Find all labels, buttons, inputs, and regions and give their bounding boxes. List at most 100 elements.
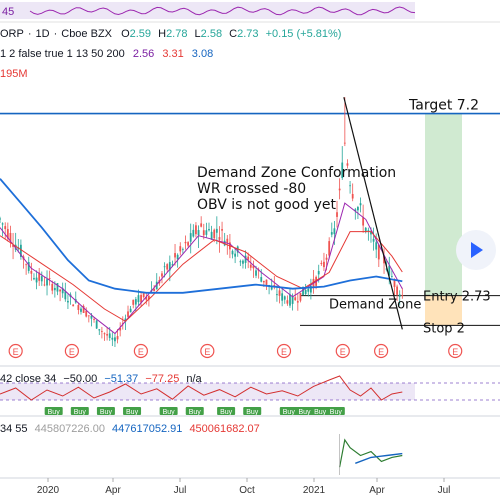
candle-body — [127, 311, 129, 317]
candle-body — [90, 315, 93, 319]
buy-marker-label: Buy — [220, 409, 233, 416]
candle-body — [338, 188, 341, 191]
candle-body — [226, 238, 229, 243]
earnings-marker[interactable]: E — [200, 343, 215, 359]
candle-body — [98, 329, 101, 331]
candle-body — [215, 228, 218, 233]
time-tick-label: Apr — [105, 485, 121, 496]
earnings-marker[interactable]: E — [276, 343, 292, 359]
candle-body — [309, 285, 312, 293]
buy-marker[interactable]: Buy — [295, 407, 314, 416]
candle-body — [116, 336, 119, 340]
candle-body — [205, 230, 208, 235]
buy-marker[interactable]: Buy — [44, 407, 63, 416]
profit-zone — [425, 113, 462, 296]
buy-marker-label: Buy — [314, 409, 327, 416]
candle-body — [317, 270, 320, 275]
buy-marker-label: Buy — [246, 409, 259, 416]
replay-button[interactable] — [456, 230, 496, 270]
candle-body — [100, 330, 103, 332]
buy-marker-label: Buy — [330, 409, 343, 416]
indicator-params: 1 2 false true 1 13 50 200 — [0, 48, 125, 60]
candle-body — [260, 277, 263, 282]
candle-body — [299, 292, 302, 301]
candle-body — [137, 295, 140, 303]
obv-line — [339, 438, 403, 468]
candle-body — [43, 284, 46, 286]
wr-line — [0, 375, 403, 401]
obv-value-1: 445807226.00 — [35, 423, 105, 435]
buy-marker[interactable]: Buy — [279, 407, 298, 416]
candle-body — [247, 256, 250, 260]
svg-text:ORP·1D·Cboe BZX O2.59: ORP · 1D · Cboe BZX O2.59 H2.78 L2.58 C2.73 … — [0, 28, 341, 40]
wr-value-2: −51.37 — [104, 373, 138, 385]
candle-body — [53, 287, 56, 291]
earnings-marker[interactable]: E — [448, 343, 463, 359]
candle-body — [377, 244, 380, 260]
candle-body — [187, 242, 189, 246]
top-strip-line — [29, 6, 416, 16]
buy-marker-label: Buy — [74, 409, 87, 416]
indicator-value-2: 3.31 — [162, 48, 183, 60]
candle-body — [388, 265, 391, 276]
candle-body — [114, 337, 116, 342]
candle-body — [82, 305, 85, 314]
earnings-marker-label: E — [378, 347, 384, 357]
buy-marker[interactable]: Buy — [326, 407, 345, 416]
candle-body — [244, 255, 247, 263]
buy-marker[interactable]: Buy — [70, 407, 89, 416]
earnings-marker[interactable]: E — [335, 343, 350, 359]
buy-marker[interactable]: Buy — [243, 407, 262, 416]
wr-value-4: n/a — [186, 373, 202, 385]
candle-body — [320, 262, 323, 264]
candle-body — [213, 229, 216, 239]
target-label: Target 7.2 — [408, 98, 479, 114]
candle-body — [40, 276, 43, 282]
buy-marker-label: Buy — [126, 409, 139, 416]
candle-body — [30, 270, 33, 274]
earnings-marker-label: E — [69, 347, 75, 357]
candle-body — [145, 297, 148, 300]
buy-marker[interactable]: Buy — [123, 407, 142, 416]
earnings-marker[interactable]: E — [133, 343, 148, 359]
wr-value-1: −50.00 — [63, 373, 97, 385]
candle-body — [148, 295, 150, 300]
buy-marker-label: Buy — [48, 409, 61, 416]
entry-label: Entry 2.73 — [423, 290, 491, 305]
interval-label: 1D — [36, 28, 50, 40]
candle-body — [119, 327, 122, 331]
buy-marker[interactable]: Buy — [311, 407, 330, 416]
buy-marker[interactable]: Buy — [185, 407, 204, 416]
earnings-marker[interactable]: E — [64, 343, 79, 359]
buy-marker[interactable]: Buy — [217, 407, 236, 416]
candle-body — [341, 162, 344, 178]
candle-body — [239, 261, 242, 263]
earnings-marker[interactable]: E — [8, 343, 23, 359]
earnings-marker[interactable]: E — [374, 343, 389, 359]
buy-marker-label: Buy — [163, 409, 176, 416]
candle-body — [200, 223, 203, 227]
loss-zone — [425, 295, 462, 326]
candle-body — [221, 229, 223, 231]
candle-body — [367, 230, 370, 231]
candle-body — [286, 300, 289, 304]
svg-text:34 55 445807226.00: 34 55 445807226.00 447617052.91 45006168… — [0, 423, 260, 435]
buy-marker[interactable]: Buy — [159, 407, 178, 416]
buy-marker[interactable]: Buy — [96, 407, 115, 416]
candle-body — [67, 300, 69, 303]
candle-body — [192, 229, 195, 237]
indicator-value-3: 3.08 — [192, 48, 213, 60]
candle-body — [330, 232, 333, 235]
candle-body — [396, 286, 398, 295]
buy-marker-label: Buy — [100, 409, 113, 416]
candle-body — [249, 264, 252, 268]
candle-body — [398, 294, 401, 297]
candle-body — [278, 290, 281, 296]
earnings-marker-label: E — [138, 347, 144, 357]
candle-body — [0, 218, 1, 220]
wr-label: 42 close 34 — [0, 373, 56, 385]
candle-body — [27, 261, 30, 271]
candle-body — [359, 203, 362, 206]
candle-body — [364, 227, 367, 232]
